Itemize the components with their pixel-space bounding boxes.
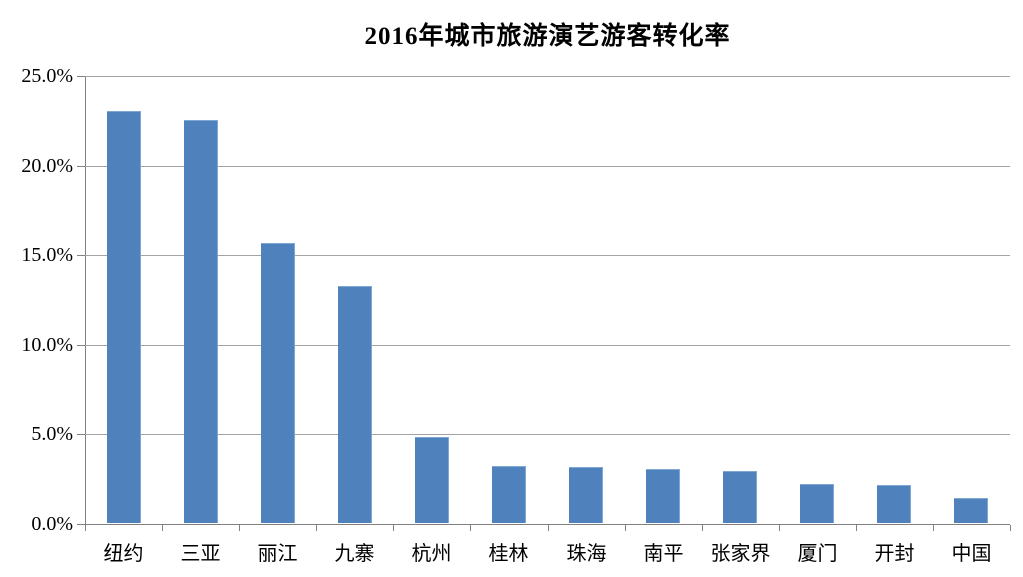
gridline <box>85 345 1010 346</box>
bar-杭州 <box>415 437 449 523</box>
x-axis-tick <box>162 525 163 531</box>
gridline <box>85 434 1010 435</box>
x-axis-category-label: 桂林 <box>488 543 529 565</box>
x-axis-tick <box>1010 525 1011 531</box>
y-axis-tick-label: 25.0% <box>21 65 73 87</box>
x-axis-line <box>77 524 1010 525</box>
x-axis-tick <box>470 525 471 531</box>
x-axis-category-label: 珠海 <box>566 543 607 565</box>
bar-张家界 <box>723 471 757 523</box>
y-axis-tick-label: 5.0% <box>31 423 73 445</box>
y-axis-tick-label: 0.0% <box>31 513 73 535</box>
x-axis-category-label: 丽江 <box>257 543 298 565</box>
gridline <box>85 76 1010 77</box>
x-axis-category-label: 南平 <box>643 543 684 565</box>
x-axis-tick <box>316 525 317 531</box>
y-axis-tick <box>77 345 85 346</box>
x-axis-tick <box>625 525 626 531</box>
x-axis-tick <box>239 525 240 531</box>
x-axis-tick <box>779 525 780 531</box>
bar-厦门 <box>800 484 834 523</box>
bar-九寨 <box>338 286 372 523</box>
x-axis-category-label: 纽约 <box>103 543 144 565</box>
bar-开封 <box>877 485 911 523</box>
y-axis-tick-label: 20.0% <box>21 155 73 177</box>
x-axis-tick <box>702 525 703 531</box>
bar-三亚 <box>184 120 218 523</box>
x-axis-category-label: 开封 <box>874 543 915 565</box>
y-axis-tick <box>77 166 85 167</box>
y-axis-tick <box>77 434 85 435</box>
y-axis-tick-label: 10.0% <box>21 334 73 356</box>
x-axis-tick <box>933 525 934 531</box>
x-axis-tick <box>856 525 857 531</box>
x-axis-category-label: 张家界 <box>710 543 771 565</box>
bar-南平 <box>646 469 680 523</box>
bar-中国 <box>954 498 988 523</box>
y-axis-tick <box>77 255 85 256</box>
gridline <box>85 166 1010 167</box>
x-axis-tick <box>85 525 86 531</box>
plot-area <box>85 76 1010 524</box>
chart-title: 2016年城市旅游演艺游客转化率 <box>364 23 731 50</box>
bar-丽江 <box>261 243 295 523</box>
x-axis-tick <box>548 525 549 531</box>
y-axis-tick <box>77 524 85 525</box>
y-axis-tick <box>77 76 85 77</box>
gridline <box>85 255 1010 256</box>
x-axis-category-label: 九寨 <box>334 543 375 565</box>
y-axis-tick-label: 15.0% <box>21 244 73 266</box>
bar-桂林 <box>492 466 526 523</box>
x-axis-tick <box>393 525 394 531</box>
y-axis-line <box>85 76 86 525</box>
x-axis-category-label: 厦门 <box>797 543 838 565</box>
x-axis-category-label: 中国 <box>951 543 992 565</box>
x-axis-category-label: 三亚 <box>180 543 221 565</box>
bar-珠海 <box>569 467 603 523</box>
x-axis-category-label: 杭州 <box>411 543 452 565</box>
bar-纽约 <box>107 111 141 523</box>
